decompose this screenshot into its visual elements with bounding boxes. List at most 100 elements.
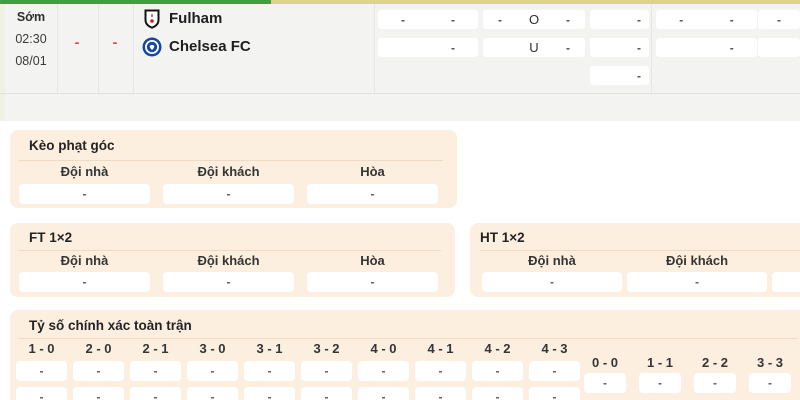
column-divider — [374, 4, 375, 93]
score-label: 1 - 0 — [28, 341, 55, 356]
score-odds-box[interactable]: - — [73, 361, 124, 381]
score-odds-box[interactable]: - — [529, 361, 580, 381]
handicap-odds-box[interactable]: - — [378, 38, 478, 57]
score-odds-box[interactable]: - — [694, 373, 736, 393]
ht-headers: Đội nhà Đội khách — [482, 254, 800, 268]
corner-card-title: Kèo phạt góc — [29, 138, 115, 153]
score-odds-box[interactable]: - — [358, 361, 409, 381]
score-odds-box[interactable]: - — [415, 361, 466, 381]
handicap2-line: - — [679, 12, 684, 27]
under-odds: - — [566, 40, 570, 55]
score-label: 4 - 2 — [484, 341, 511, 356]
score-columns: 1 - 0 - - 2 - 0 - - 2 - 1 - - 3 - 0 - - … — [16, 342, 580, 400]
score-odds-box[interactable]: - — [130, 387, 181, 400]
extra-odds: - — [777, 12, 781, 27]
away-header: Đội khách — [665, 253, 729, 268]
win-odds-box[interactable]: - — [590, 10, 649, 29]
handicap-odds: - — [451, 12, 455, 27]
score-column: 1 - 0 - - — [16, 342, 67, 400]
corner-home-odds-box[interactable]: - — [19, 184, 150, 204]
score-label: 3 - 2 — [313, 341, 340, 356]
score-label: 3 - 0 — [199, 341, 226, 356]
ou-line: - — [498, 12, 502, 27]
left-edge-strip — [0, 4, 5, 121]
score-odds-box[interactable]: - — [187, 361, 238, 381]
handicap2-odds-box[interactable]: - — [656, 38, 757, 57]
score-odds-box[interactable]: - — [187, 387, 238, 400]
draw-score-columns: 0 - 0 - 1 - 1 - 2 - 2 - 3 - 3 - — [584, 356, 791, 393]
score-column: 4 - 2 - - — [472, 342, 523, 400]
ft-card-title: FT 1×2 — [29, 230, 73, 245]
correct-score-title: Tỷ số chính xác toàn trận — [29, 318, 192, 333]
extra-odds-box[interactable]: - — [758, 10, 800, 29]
under-label: U — [529, 40, 539, 55]
score-odds-box[interactable]: - — [130, 361, 181, 381]
score-column: 4 - 3 - - — [529, 342, 580, 400]
score-label: 2 - 0 — [85, 341, 112, 356]
handicap-odds-box[interactable]: - - — [378, 10, 478, 29]
handicap-line: - — [401, 12, 405, 27]
home-score: - — [74, 34, 80, 50]
match-time-label: Sớm — [16, 10, 46, 24]
handicap2-odds-box[interactable]: - - — [656, 10, 757, 29]
match-time: 02:30 — [15, 32, 47, 46]
score-column: 1 - 1 - — [639, 356, 681, 393]
ht-odds-row: - - — [482, 272, 800, 292]
score-odds-box[interactable]: - — [73, 387, 124, 400]
away-team-name[interactable]: Chelsea FC — [169, 38, 251, 55]
score-odds-box[interactable]: - — [639, 373, 681, 393]
ft-away-odds-box[interactable]: - — [163, 272, 294, 292]
home-header: Đội nhà — [528, 253, 576, 268]
score-odds-box[interactable]: - — [244, 361, 295, 381]
draw-odds-box[interactable]: - — [590, 38, 649, 57]
ft-home-odds-box[interactable]: - — [19, 272, 150, 292]
corner-draw-odds-box[interactable]: - — [307, 184, 438, 204]
row-divider — [0, 93, 800, 94]
over-odds-box[interactable]: - O - — [483, 10, 585, 29]
score-odds-box[interactable]: - — [301, 387, 352, 400]
score-column: 3 - 1 - - — [244, 342, 295, 400]
extra-odds-box[interactable] — [758, 38, 800, 57]
score-odds-box[interactable]: - — [415, 387, 466, 400]
score-odds-box[interactable]: - — [301, 361, 352, 381]
score-column: 4 - 0 - - — [358, 342, 409, 400]
score-odds-box[interactable]: - — [472, 387, 523, 400]
ft-draw-odds-box[interactable]: - — [307, 272, 438, 292]
corner-card-divider — [19, 160, 443, 161]
score-odds-box[interactable]: - — [16, 387, 67, 400]
home-team-name[interactable]: Fulham — [169, 10, 223, 27]
corner-headers: Đội nhà Đội khách Hòa — [19, 165, 438, 179]
corner-away-odds-box[interactable]: - — [163, 184, 294, 204]
score-odds-box[interactable]: - — [529, 387, 580, 400]
under-odds-box[interactable]: U - — [483, 38, 585, 57]
score-column: 3 - 2 - - — [301, 342, 352, 400]
over-odds: - — [566, 12, 570, 27]
score-label: 4 - 3 — [541, 341, 568, 356]
match-date: 08/01 — [15, 54, 47, 68]
score-odds-box[interactable]: - — [358, 387, 409, 400]
correct-score-divider — [19, 338, 797, 339]
score-label: 4 - 1 — [427, 341, 454, 356]
score-odds-box[interactable]: - — [16, 361, 67, 381]
ht-draw-odds-box[interactable] — [772, 272, 800, 292]
ht-home-odds-box[interactable]: - — [482, 272, 622, 292]
lose-odds-box[interactable]: - — [590, 66, 649, 85]
ft-odds-row: - - - — [19, 272, 438, 292]
score-odds-box[interactable]: - — [472, 361, 523, 381]
score-label: 3 - 3 — [756, 355, 783, 370]
home-header: Đội nhà — [60, 253, 109, 268]
away-header: Đội khách — [197, 253, 260, 268]
handicap2-odds: - — [729, 40, 734, 55]
top-border-progress — [0, 0, 271, 4]
score-odds-box[interactable]: - — [584, 373, 626, 393]
score-column: 2 - 2 - — [694, 356, 736, 393]
ht-card-divider — [480, 250, 800, 251]
ht-away-odds-box[interactable]: - — [627, 272, 767, 292]
draw-header: Hòa — [360, 164, 385, 179]
score-column: 3 - 0 - - — [187, 342, 238, 400]
score-column: 2 - 0 - - — [73, 342, 124, 400]
score-odds-box[interactable]: - — [244, 387, 295, 400]
score-column: 0 - 0 - — [584, 356, 626, 393]
score-odds-box[interactable]: - — [749, 373, 791, 393]
